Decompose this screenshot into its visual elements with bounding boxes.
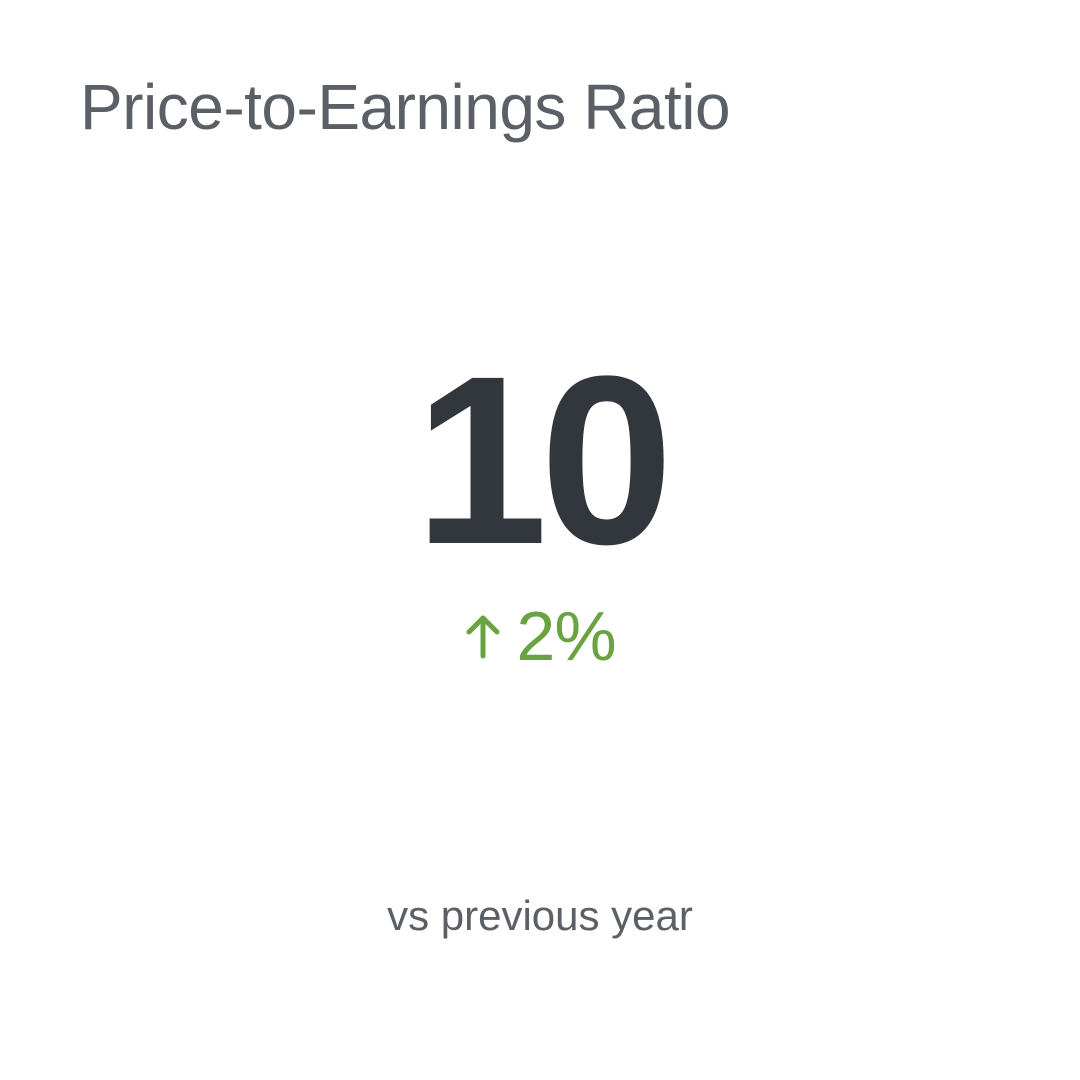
kpi-value: 10: [415, 340, 666, 580]
kpi-comparison-label: vs previous year: [80, 892, 1000, 940]
kpi-center-block: 10 2%: [80, 124, 1000, 892]
kpi-delta: 2%: [464, 596, 615, 676]
kpi-card: Price-to-Earnings Ratio 10 2% vs previou…: [0, 0, 1080, 1080]
arrow-up-icon: [464, 612, 502, 660]
kpi-delta-value: 2%: [516, 596, 615, 676]
